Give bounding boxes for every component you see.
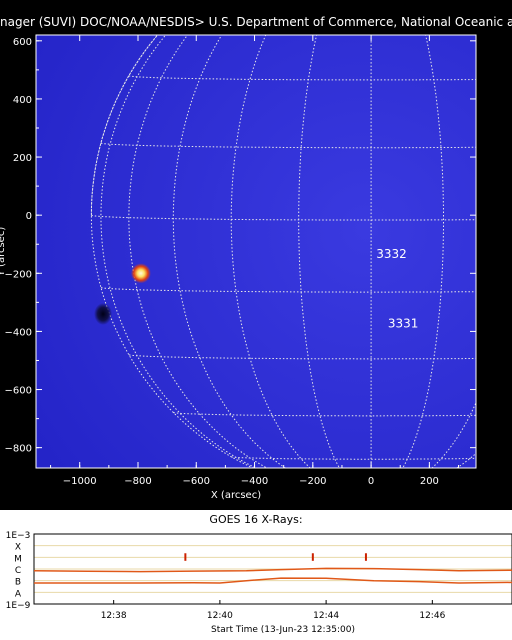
latitude-line [128, 75, 476, 81]
x-tick-label: 200 [420, 476, 439, 487]
goes-xray-panel: GOES 16 X-Rays: 1E−3 X M C B A 1E−9 12:38 12:40 12… [0, 510, 512, 640]
longitude-line [128, 35, 269, 468]
x-tick-label: −600 [183, 476, 210, 487]
y-tick-label: −800 [5, 444, 32, 455]
y-tick-label: −400 [5, 327, 32, 338]
flare-spot [130, 263, 151, 284]
latitude-line [173, 18, 512, 22]
xray-long-channel [33, 567, 512, 573]
y-axis-label: Y (arcsec) [0, 227, 7, 278]
x-axis-label: X (arcsec) [211, 490, 261, 501]
y-tick-label: 200 [13, 153, 32, 164]
goes-x-tick-label: 12:38 [101, 611, 127, 621]
x-tick-label: −800 [124, 476, 151, 487]
solar-background [36, 35, 476, 468]
goes-y-label: X [15, 543, 21, 553]
goes-frame [33, 533, 512, 605]
goes-x-tick-label: 12:46 [419, 611, 445, 621]
x-tick-label: −1000 [63, 476, 97, 487]
y-tick-label: 600 [13, 37, 32, 48]
goes-x-axis-label: Start Time (13-Jun-23 12:35:00) [211, 625, 355, 635]
solar-image-panel: 3332 3331 600 400 200 0 −200 −400 −600 −800 −1000 −… [0, 18, 512, 501]
goes-x-tick-label: 12:40 [207, 611, 233, 621]
goes-y-label: 1E−9 [6, 601, 31, 611]
goes-y-label: M [14, 554, 22, 564]
goes-title: GOES 16 X-Rays: [209, 513, 302, 526]
latitude-line [173, 412, 476, 417]
latitude-line [100, 287, 476, 293]
plot-frame [35, 34, 477, 469]
grid-layer [90, 18, 512, 468]
longitude-line [431, 35, 476, 468]
goes-y-label: A [15, 589, 22, 599]
y-tick-label: 0 [26, 211, 32, 222]
x-tick-label: 0 [368, 476, 374, 487]
x-tick-label: −200 [299, 476, 326, 487]
active-region-label: 3332 [376, 247, 407, 261]
solar-image-plot: 3332 3331 600 400 200 0 −200 −400 −600 −800 −1000 −… [0, 18, 512, 501]
y-tick-label: 400 [13, 95, 32, 106]
y-tick-label: −600 [5, 386, 32, 397]
goes-y-label: C [15, 566, 21, 576]
latitude-line [100, 142, 476, 149]
latitude-line [128, 354, 476, 360]
dark-spot [94, 302, 113, 325]
goes-y-label: B [15, 578, 21, 588]
header-title: nager (SUVI) DOC/NOAA/NESDIS> U.S. Depar… [0, 15, 512, 29]
longitude-line [230, 35, 311, 468]
y-tick-label: −200 [5, 269, 32, 280]
active-region-label: 3331 [388, 317, 419, 331]
goes-x-tick-label: 12:44 [313, 611, 339, 621]
goes-y-label: 1E−3 [6, 531, 31, 541]
x-tick-label: −400 [241, 476, 268, 487]
xray-short-channel [34, 577, 512, 584]
